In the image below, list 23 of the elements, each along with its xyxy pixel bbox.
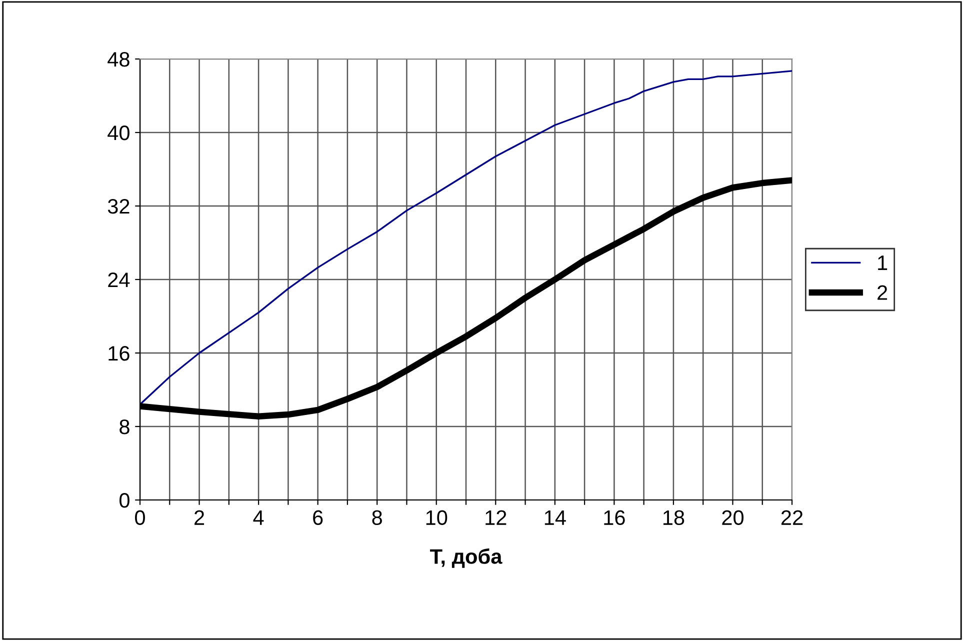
y-tick-label: 0 <box>120 493 130 508</box>
x-tick-label: 0 <box>135 510 145 526</box>
x-tick-label: 8 <box>372 510 382 526</box>
y-tick-label: 40 <box>108 126 130 140</box>
x-tick-label: 2 <box>194 510 204 525</box>
x-axis-title: T, доба <box>430 548 502 568</box>
x-tick-label: 20 <box>722 510 744 526</box>
y-tick-label: 24 <box>108 272 130 288</box>
y-tick-label: 32 <box>108 199 130 214</box>
x-tick-label: 6 <box>313 510 323 526</box>
y-tick-label: 16 <box>108 346 130 361</box>
legend-label: 2 <box>878 285 888 300</box>
line-series <box>140 70 792 406</box>
x-tick-label: 16 <box>604 510 625 526</box>
x-tick-label: 22 <box>781 510 803 525</box>
x-tick-label: 14 <box>544 510 566 525</box>
x-tick-label: 10 <box>426 510 448 526</box>
legend-label: 1 <box>878 256 888 270</box>
x-tick-label: 4 <box>253 510 264 525</box>
x-tick-label: 18 <box>663 510 684 526</box>
x-tick-label: 12 <box>486 510 506 525</box>
y-tick-label: 8 <box>120 420 130 434</box>
y-tick-label: 48 <box>108 52 130 67</box>
